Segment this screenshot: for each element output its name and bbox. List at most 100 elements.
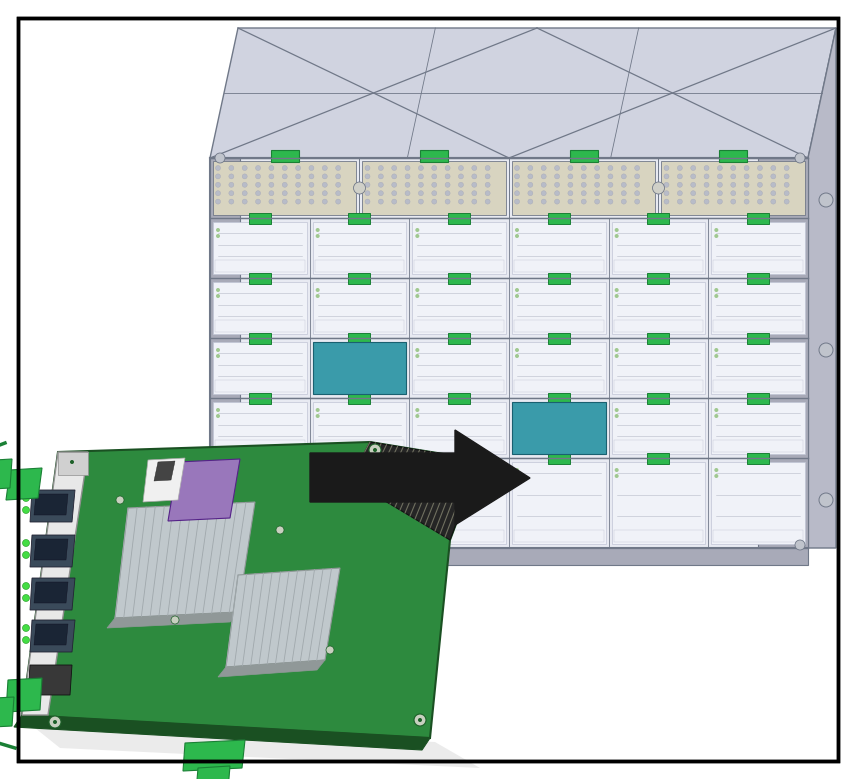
Circle shape <box>336 191 340 196</box>
Circle shape <box>515 294 519 298</box>
Circle shape <box>195 540 205 550</box>
Polygon shape <box>313 222 406 274</box>
Circle shape <box>515 234 519 238</box>
Circle shape <box>758 174 763 179</box>
Circle shape <box>22 495 29 502</box>
Circle shape <box>255 182 261 187</box>
Polygon shape <box>143 458 185 502</box>
Circle shape <box>418 191 423 196</box>
Circle shape <box>243 182 247 187</box>
Circle shape <box>715 288 718 292</box>
Circle shape <box>309 199 314 204</box>
Polygon shape <box>412 342 506 394</box>
Polygon shape <box>213 462 307 544</box>
Circle shape <box>309 182 314 187</box>
Circle shape <box>581 174 586 179</box>
Circle shape <box>515 288 519 292</box>
Circle shape <box>373 448 377 452</box>
Polygon shape <box>514 530 603 542</box>
Polygon shape <box>249 453 271 464</box>
Circle shape <box>485 182 490 187</box>
Circle shape <box>515 408 519 412</box>
Circle shape <box>378 182 383 187</box>
Circle shape <box>614 228 619 232</box>
Circle shape <box>515 474 519 478</box>
Polygon shape <box>448 393 470 404</box>
Circle shape <box>704 165 709 171</box>
Circle shape <box>614 294 619 298</box>
Polygon shape <box>210 158 808 548</box>
Circle shape <box>432 165 437 171</box>
Circle shape <box>365 182 370 187</box>
Circle shape <box>758 182 763 187</box>
Circle shape <box>542 165 546 171</box>
Polygon shape <box>168 459 240 521</box>
Circle shape <box>315 288 320 292</box>
Polygon shape <box>30 578 75 610</box>
Circle shape <box>635 182 639 187</box>
Circle shape <box>715 414 718 418</box>
Circle shape <box>416 228 419 232</box>
Circle shape <box>322 165 327 171</box>
Polygon shape <box>196 766 230 779</box>
Circle shape <box>269 165 274 171</box>
Circle shape <box>458 174 464 179</box>
Circle shape <box>635 199 639 204</box>
Polygon shape <box>747 393 770 404</box>
Polygon shape <box>28 665 72 695</box>
Circle shape <box>554 182 560 187</box>
Circle shape <box>296 199 301 204</box>
Circle shape <box>770 182 776 187</box>
Polygon shape <box>210 278 808 338</box>
Circle shape <box>664 182 669 187</box>
Polygon shape <box>210 158 240 548</box>
Circle shape <box>691 182 696 187</box>
Circle shape <box>614 354 619 358</box>
Polygon shape <box>648 453 669 464</box>
Circle shape <box>309 165 314 171</box>
Circle shape <box>595 182 600 187</box>
Polygon shape <box>215 320 305 332</box>
Circle shape <box>472 182 476 187</box>
Circle shape <box>309 174 314 179</box>
Circle shape <box>621 199 626 204</box>
Circle shape <box>229 191 234 196</box>
Polygon shape <box>271 150 299 162</box>
Circle shape <box>336 165 340 171</box>
Circle shape <box>296 191 301 196</box>
Polygon shape <box>313 402 406 454</box>
Circle shape <box>416 234 419 238</box>
Circle shape <box>296 174 301 179</box>
Circle shape <box>378 165 383 171</box>
Circle shape <box>614 468 619 472</box>
Circle shape <box>554 191 560 196</box>
Circle shape <box>795 540 805 550</box>
Circle shape <box>243 191 247 196</box>
Polygon shape <box>512 402 606 454</box>
Polygon shape <box>614 380 704 392</box>
Circle shape <box>528 174 533 179</box>
Polygon shape <box>213 161 357 215</box>
Circle shape <box>691 165 696 171</box>
Circle shape <box>243 165 247 171</box>
Circle shape <box>715 234 718 238</box>
Circle shape <box>608 182 613 187</box>
Circle shape <box>216 294 220 298</box>
Circle shape <box>432 191 437 196</box>
Circle shape <box>744 191 749 196</box>
Circle shape <box>216 228 220 232</box>
Circle shape <box>514 191 519 196</box>
Circle shape <box>472 165 476 171</box>
Polygon shape <box>215 380 305 392</box>
Circle shape <box>405 165 410 171</box>
Polygon shape <box>6 678 42 712</box>
Circle shape <box>315 408 320 412</box>
Circle shape <box>554 199 560 204</box>
Circle shape <box>621 174 626 179</box>
Polygon shape <box>30 535 75 567</box>
Circle shape <box>542 191 546 196</box>
Circle shape <box>595 174 600 179</box>
Circle shape <box>229 174 234 179</box>
Circle shape <box>416 288 419 292</box>
Circle shape <box>784 191 789 196</box>
